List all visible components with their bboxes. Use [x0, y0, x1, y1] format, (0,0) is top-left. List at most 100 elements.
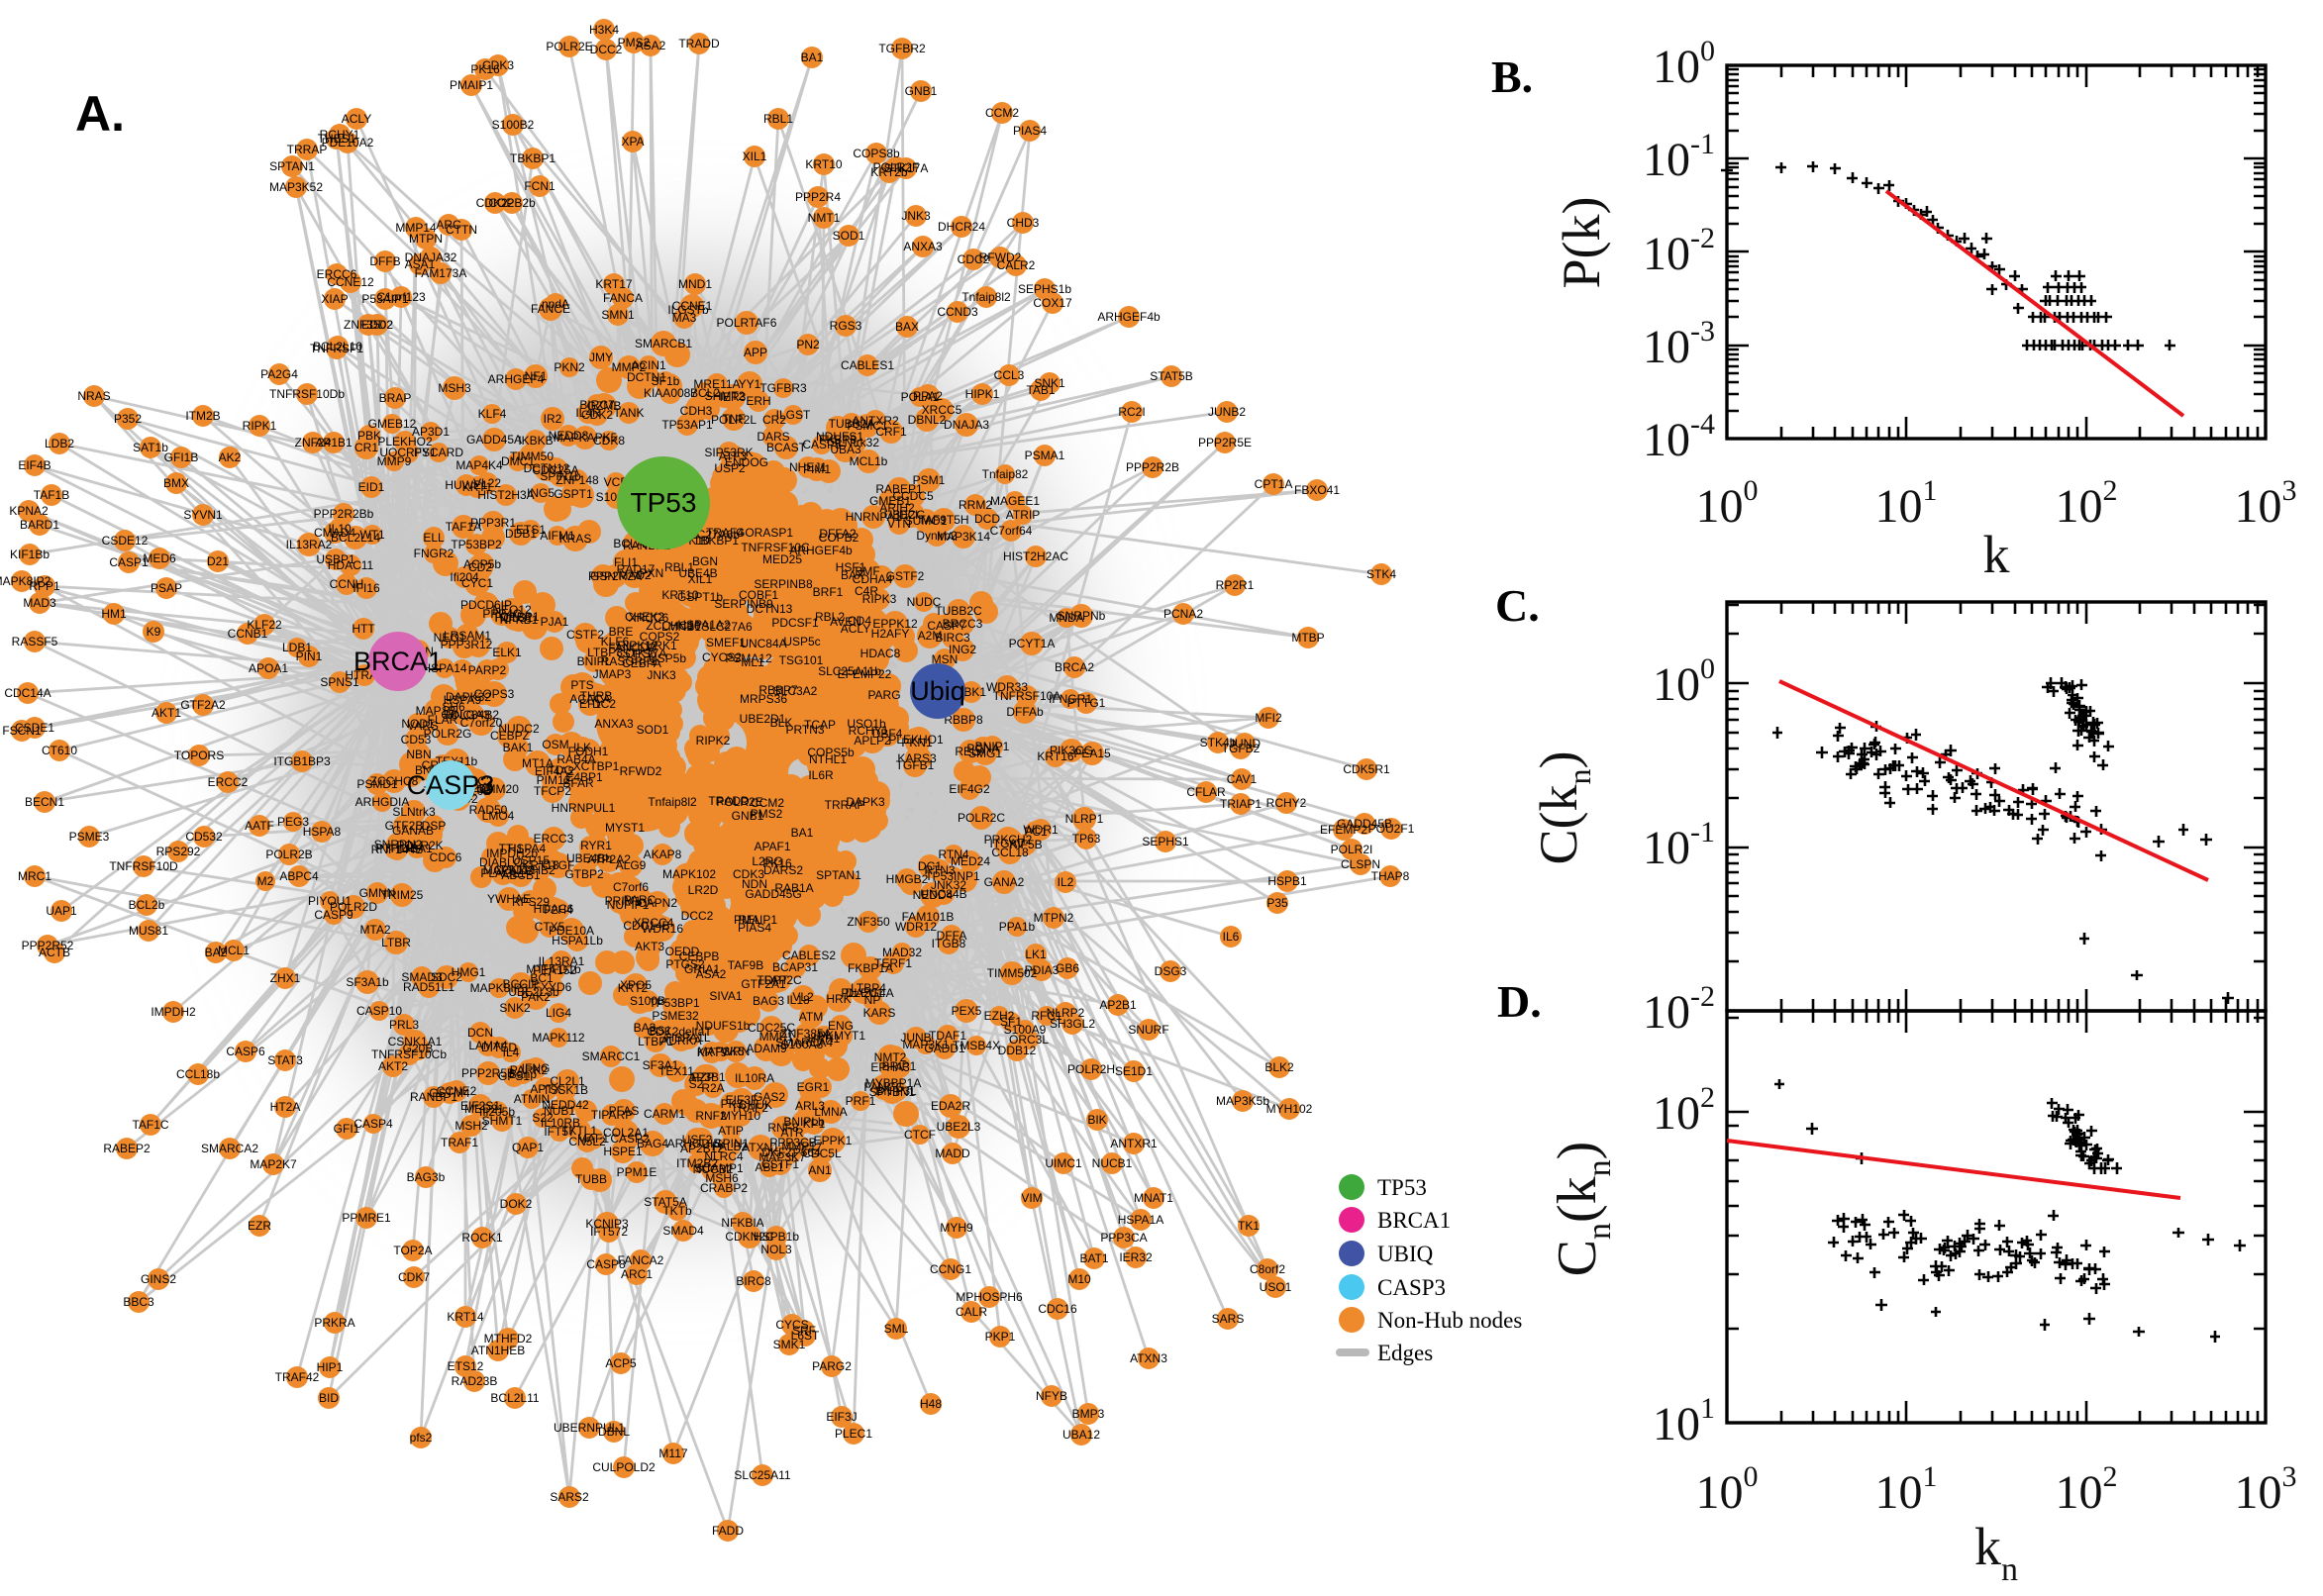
svg-text:APAF1: APAF1 — [754, 840, 790, 853]
svg-text:SARS2: SARS2 — [550, 1490, 589, 1504]
svg-text:SERPINB8: SERPINB8 — [754, 577, 813, 591]
svg-text:ZHX1: ZHX1 — [270, 971, 301, 985]
svg-text:POU2F1: POU2F1 — [1368, 822, 1415, 836]
svg-text:D21: D21 — [207, 554, 229, 568]
svg-text:TIMM50: TIMM50 — [510, 449, 554, 463]
svg-text:NOD1: NOD1 — [401, 717, 435, 731]
svg-text:COPS2: COPS2 — [640, 630, 680, 644]
svg-text:BMX: BMX — [163, 476, 189, 490]
svg-text:ASA2: ASA2 — [696, 967, 727, 981]
svg-text:THRB: THRB — [580, 689, 613, 703]
svg-text:NUCB2: NUCB2 — [693, 1162, 734, 1176]
svg-text:MMP9: MMP9 — [377, 454, 412, 468]
svg-text:DDB12: DDB12 — [998, 1044, 1037, 1057]
svg-text:CRF1: CRF1 — [875, 425, 907, 439]
svg-text:DKFZP564: DKFZP564 — [761, 1146, 821, 1159]
svg-text:CASP10: CASP10 — [356, 1004, 402, 1018]
svg-text:MYH102: MYH102 — [1266, 1102, 1313, 1116]
svg-text:CCND3: CCND3 — [937, 305, 978, 319]
svg-text:BAX: BAX — [895, 320, 919, 334]
svg-text:BAT1: BAT1 — [1079, 1251, 1108, 1265]
svg-text:ACP5: ACP5 — [605, 1356, 637, 1370]
svg-text:GB6: GB6 — [1056, 961, 1079, 975]
svg-text:NRAS: NRAS — [77, 389, 110, 403]
svg-text:LDB1: LDB1 — [282, 641, 312, 654]
svg-text:FBXO41: FBXO41 — [1294, 483, 1340, 497]
svg-text:FKBP1A: FKBP1A — [848, 961, 893, 975]
svg-text:ERCC2: ERCC2 — [208, 775, 249, 789]
svg-text:ATN1HEB: ATN1HEB — [471, 1344, 525, 1357]
svg-text:FSCN1: FSCN1 — [2, 724, 42, 738]
svg-text:SHMT1: SHMT1 — [482, 1114, 523, 1128]
svg-text:KRT10: KRT10 — [805, 157, 842, 171]
svg-text:USP15: USP15 — [512, 853, 550, 867]
svg-text:MAP4K4: MAP4K4 — [455, 458, 503, 472]
svg-text:FANCA: FANCA — [603, 291, 643, 305]
svg-text:PSME32: PSME32 — [652, 1009, 699, 1023]
svg-text:IER3: IER3 — [720, 390, 747, 404]
svg-text:ATM: ATM — [799, 1010, 823, 1024]
svg-text:AATF: AATF — [245, 819, 274, 833]
svg-text:DCC2: DCC2 — [590, 43, 623, 56]
svg-text:MAPK8IP2: MAPK8IP2 — [0, 574, 51, 588]
svg-text:WDR33: WDR33 — [986, 680, 1028, 694]
svg-text:PA2G4: PA2G4 — [260, 367, 298, 381]
svg-text:pfs2: pfs2 — [410, 1431, 433, 1445]
svg-text:NOL3: NOL3 — [760, 1243, 792, 1256]
svg-text:TIPARP: TIPARP — [591, 1108, 633, 1122]
svg-text:D.: D. — [1497, 976, 1542, 1027]
svg-text:MPHOSPH6: MPHOSPH6 — [956, 1290, 1023, 1304]
svg-text:YWHAE: YWHAE — [487, 892, 531, 906]
svg-text:HTT: HTT — [352, 622, 375, 636]
svg-text:PSMA12: PSMA12 — [725, 651, 772, 665]
svg-text:RCHY1: RCHY1 — [849, 724, 889, 738]
svg-text:EZR: EZR — [248, 1219, 271, 1233]
svg-text:RYR1: RYR1 — [580, 839, 612, 852]
svg-text:KARS: KARS — [863, 1006, 896, 1020]
svg-text:BRCA2: BRCA2 — [1055, 660, 1094, 674]
svg-text:POLRTAF6: POLRTAF6 — [717, 316, 777, 330]
svg-text:THAP8: THAP8 — [1371, 869, 1410, 883]
svg-text:TRAF42: TRAF42 — [275, 1370, 320, 1384]
svg-text:SYVN1: SYVN1 — [183, 508, 223, 522]
svg-text:BGN: BGN — [692, 554, 718, 568]
svg-text:TRADD: TRADD — [678, 37, 720, 50]
svg-text:MAPK102: MAPK102 — [662, 867, 716, 881]
svg-text:CDK3: CDK3 — [482, 58, 514, 72]
svg-text:ACTB: ACTB — [39, 946, 70, 959]
svg-text:SMARCC1: SMARCC1 — [582, 1049, 641, 1063]
svg-text:MTBP: MTBP — [1291, 631, 1324, 645]
svg-text:QAP1: QAP1 — [512, 1141, 544, 1154]
svg-text:CASP6: CASP6 — [226, 1045, 265, 1058]
svg-text:HIP1: HIP1 — [317, 1360, 344, 1374]
svg-text:BRF1: BRF1 — [813, 585, 844, 599]
svg-text:PRIM1: PRIM1 — [605, 894, 642, 908]
svg-text:ERH: ERH — [746, 394, 770, 408]
svg-text:SE1D1: SE1D1 — [1115, 1064, 1153, 1078]
svg-text:MMP2: MMP2 — [612, 360, 647, 374]
svg-text:POLR2F: POLR2F — [873, 160, 920, 174]
svg-text:BAG3b: BAG3b — [407, 1170, 446, 1184]
svg-text:RCHY2: RCHY2 — [1266, 796, 1307, 810]
svg-text:GINS2: GINS2 — [141, 1272, 176, 1286]
svg-text:RFC1: RFC1 — [1031, 1009, 1062, 1023]
svg-text:JNK3: JNK3 — [647, 668, 676, 682]
svg-text:BAG3: BAG3 — [753, 994, 784, 1008]
svg-text:C8orf2: C8orf2 — [1250, 1262, 1285, 1276]
svg-text:RASSF5: RASSF5 — [12, 635, 58, 648]
svg-text:DFFA: DFFA — [937, 929, 967, 943]
svg-text:CHD3: CHD3 — [1007, 216, 1040, 230]
svg-text:M2: M2 — [257, 874, 274, 888]
svg-text:PMAIP1: PMAIP1 — [734, 913, 777, 927]
svg-text:EIF4B: EIF4B — [18, 458, 50, 472]
svg-text:PPP2R5E: PPP2R5E — [1198, 436, 1252, 449]
svg-text:M117: M117 — [658, 1446, 687, 1460]
svg-text:TSG101: TSG101 — [779, 653, 824, 667]
svg-text:GNB1: GNB1 — [905, 84, 938, 98]
svg-text:ATIP: ATIP — [718, 1124, 744, 1138]
svg-text:CARM1: CARM1 — [644, 1107, 685, 1121]
svg-text:CDC6: CDC6 — [430, 850, 462, 864]
svg-text:SMAD4: SMAD4 — [662, 1224, 704, 1238]
svg-text:MFI2: MFI2 — [1255, 711, 1282, 725]
svg-text:LIG4: LIG4 — [546, 1006, 571, 1020]
